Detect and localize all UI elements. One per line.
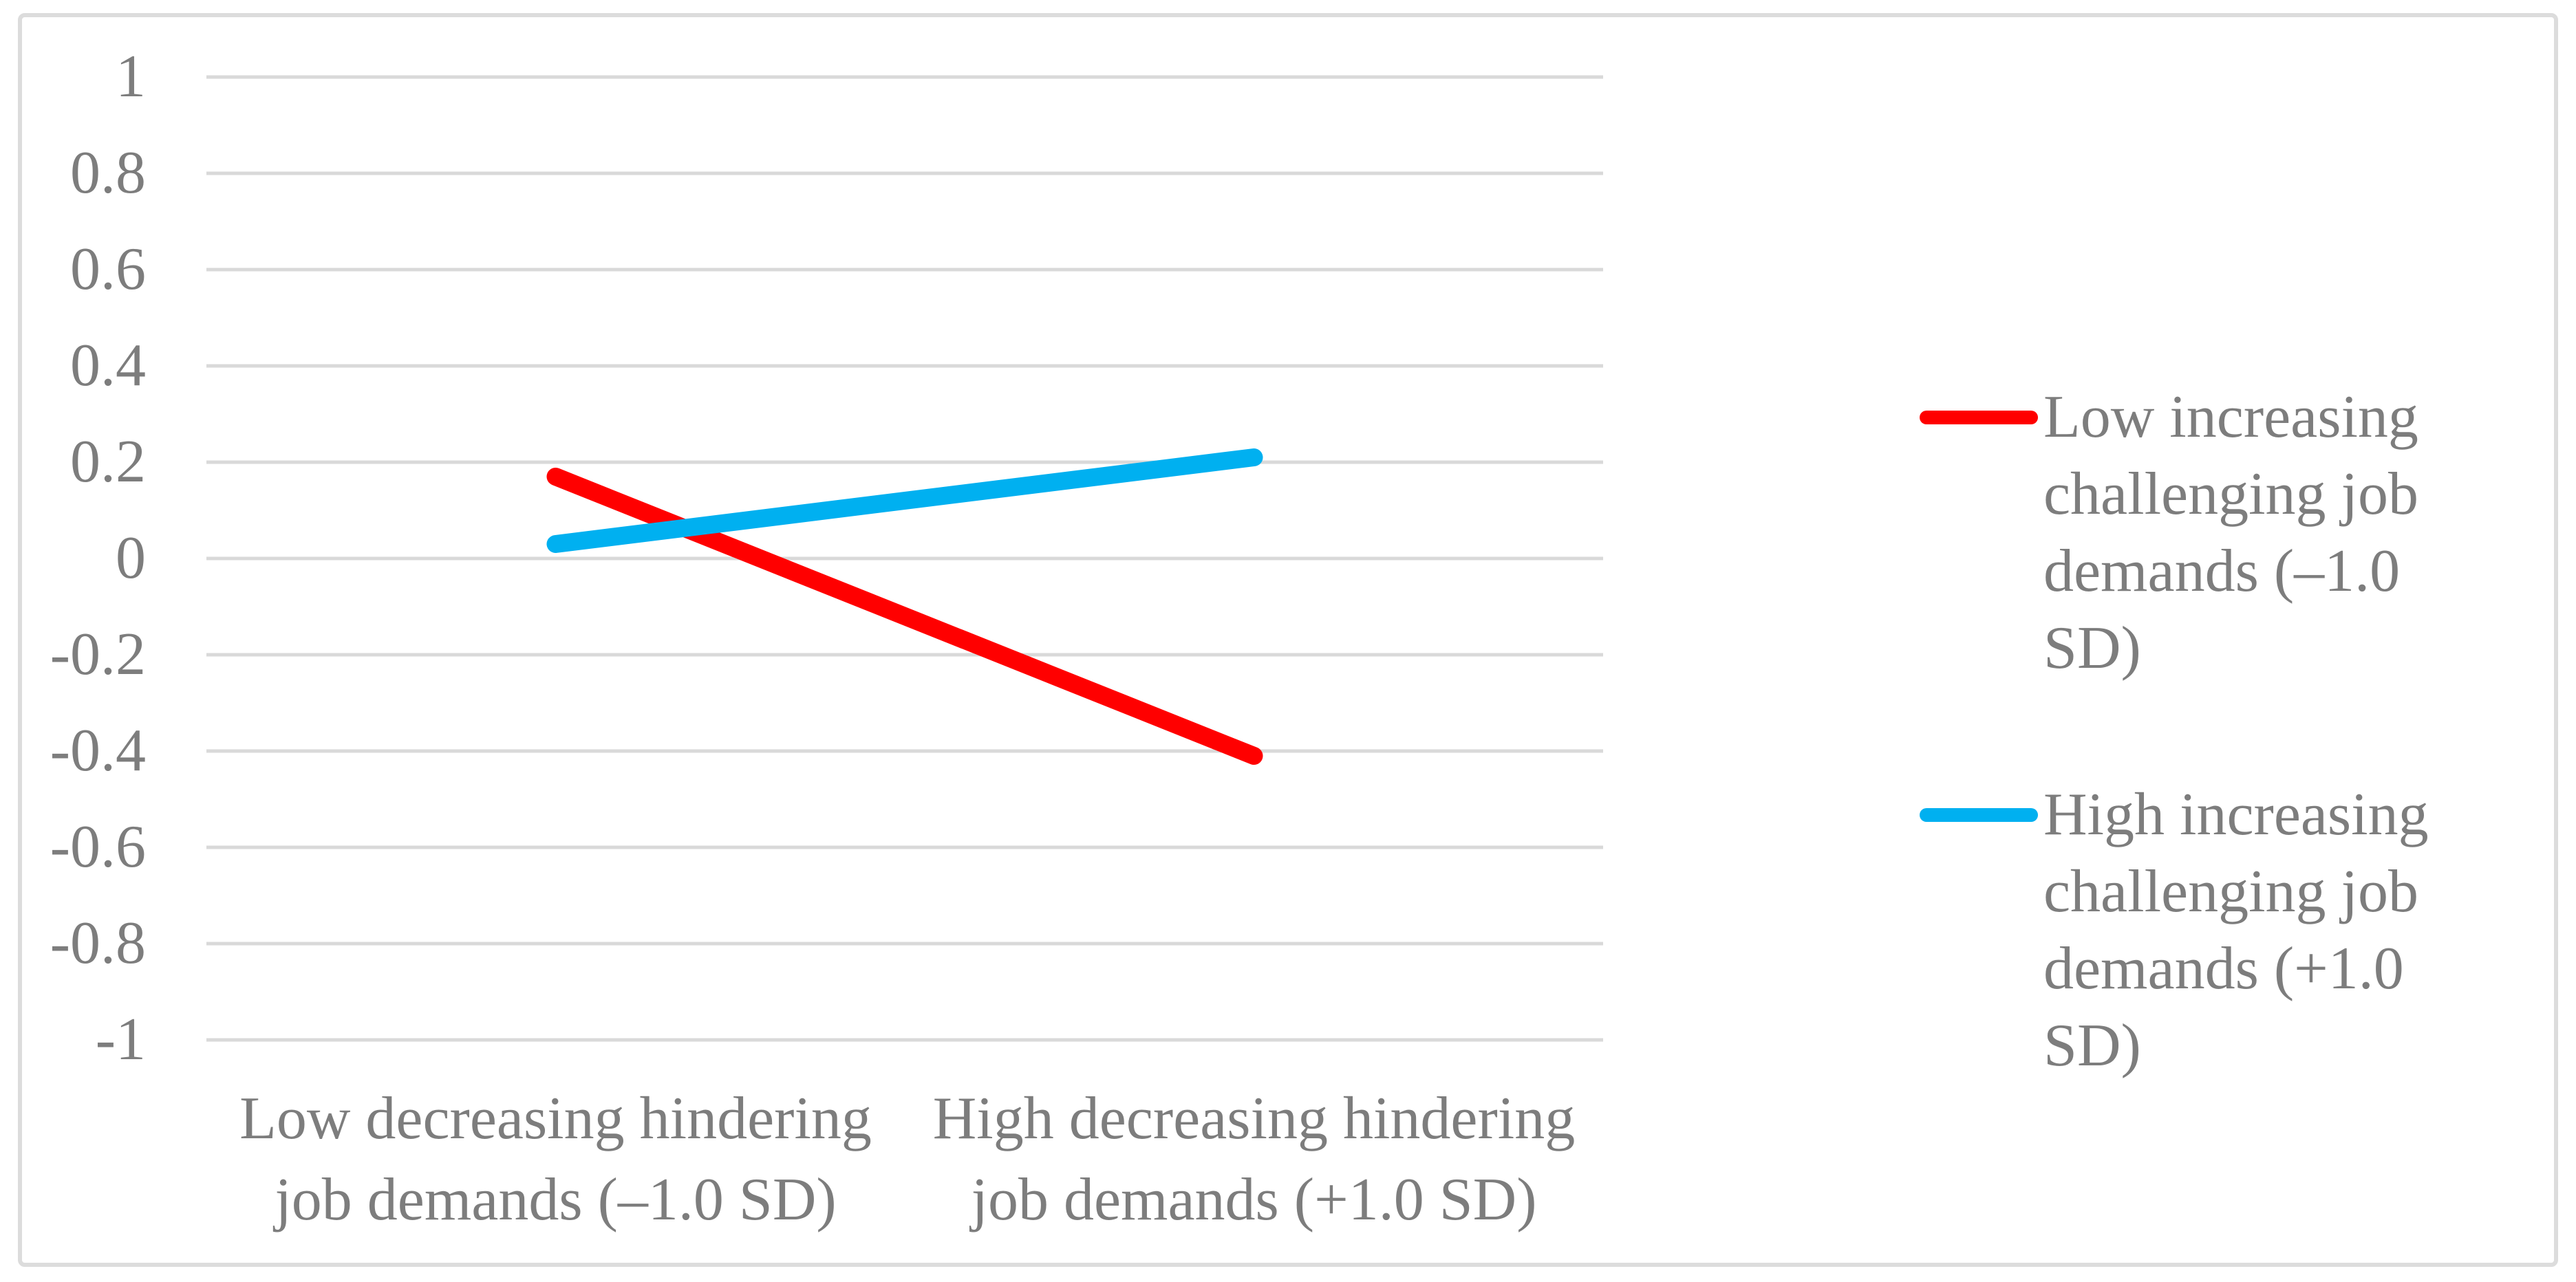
legend-label-line: challenging job [2043, 858, 2418, 925]
x-category-label-line: job demands (–1.0 SD) [275, 1166, 837, 1233]
y-tick-label: 0.6 [70, 236, 146, 303]
legend-label-line: challenging job [2043, 461, 2418, 528]
series-line-1 [546, 448, 1263, 553]
legend-label-line: SD) [2043, 615, 2141, 682]
legend-label: High increasing challenging job demands (+… [2043, 776, 2429, 1085]
y-tick-label: 0.4 [70, 332, 146, 399]
y-tick-label: -0.8 [50, 910, 146, 977]
y-tick-label: -0.2 [50, 621, 146, 688]
x-category-label-line: Low decreasing hindering [239, 1085, 872, 1152]
legend-label-line: Low increasing [2043, 384, 2418, 450]
legend-entry: Low increasing challenging job demands (–1… [1920, 379, 2491, 687]
legend-marker-line [1920, 411, 2038, 424]
legend-label: Low increasing challenging job demands (–1… [2043, 379, 2418, 687]
legend-marker-line [1920, 808, 2038, 822]
y-tick-label: 0 [116, 525, 146, 591]
x-category-label-line: High decreasing hindering [932, 1085, 1576, 1152]
x-category-label-line: job demands (+1.0 SD) [971, 1166, 1537, 1233]
x-category-label: Low decreasing hindering job demands (–1.… [198, 1078, 914, 1241]
y-tick-label: -0.4 [50, 717, 146, 784]
legend-entry: High increasing challenging job demands (+… [1920, 776, 2491, 1085]
y-tick-label: 0.2 [70, 428, 146, 495]
y-tick-label: 0.8 [70, 140, 146, 206]
series-line-0 [546, 468, 1263, 765]
x-category-label: High decreasing hindering job demands (+1… [897, 1078, 1612, 1241]
legend-label-line: demands (+1.0 [2043, 935, 2404, 1002]
legend-label-line: High increasing [2043, 781, 2429, 848]
legend: Low increasing challenging job demands (–1… [1920, 379, 2491, 1085]
legend-label-line: demands (–1.0 [2043, 538, 2401, 605]
y-tick-label: 1 [116, 43, 146, 110]
y-tick-label: -1 [95, 1006, 146, 1073]
legend-label-line: SD) [2043, 1012, 2141, 1079]
y-tick-label: -0.6 [50, 814, 146, 880]
